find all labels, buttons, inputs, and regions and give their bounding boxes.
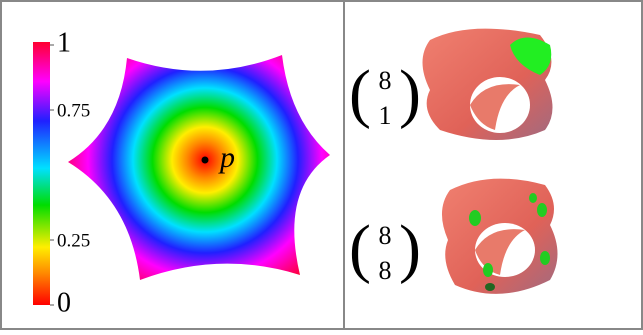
- colorbar: [33, 42, 50, 305]
- tick-label: 0.75: [57, 100, 90, 121]
- binom-bottom: 8: [379, 256, 392, 285]
- point: [202, 157, 209, 164]
- paren: (: [349, 212, 371, 285]
- binom-bottom: 1: [379, 101, 392, 130]
- paren: (: [349, 57, 371, 130]
- paren: ): [399, 57, 421, 130]
- point-label: p: [218, 141, 235, 174]
- shape-top: [423, 29, 553, 140]
- paren: ): [399, 212, 421, 285]
- shape-bottom: [442, 179, 558, 294]
- binom-top: 8: [379, 221, 392, 250]
- binom-top: 8: [379, 66, 392, 95]
- tick-label: 0: [57, 287, 71, 318]
- tick-label: 1: [57, 27, 71, 58]
- figure: p 00.250.751()81()88: [0, 0, 643, 330]
- surface-patch: [68, 55, 330, 280]
- tick-label: 0.25: [57, 230, 90, 251]
